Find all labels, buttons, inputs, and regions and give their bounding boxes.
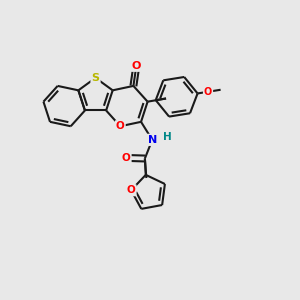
Text: O: O [127,185,136,195]
Text: O: O [132,61,141,71]
Text: O: O [204,87,212,97]
Text: H: H [163,133,171,142]
Text: O: O [116,121,125,131]
Text: O: O [122,153,130,163]
Text: S: S [92,73,100,83]
Text: N: N [148,135,157,145]
